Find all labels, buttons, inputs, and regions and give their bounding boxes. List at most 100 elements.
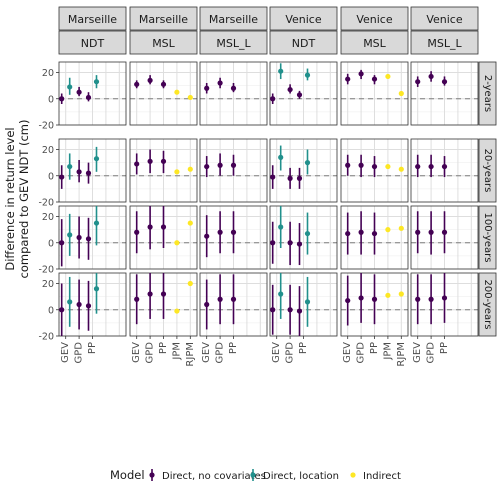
x-tick-label: PP [158, 342, 169, 354]
data-point [358, 71, 364, 77]
data-point [204, 301, 210, 308]
x-tick-label: GEV [412, 342, 423, 363]
strip-site-2 [199, 6, 268, 31]
data-point [296, 175, 303, 181]
data-point [85, 94, 92, 101]
data-point [204, 233, 210, 239]
data-point [371, 76, 378, 82]
data-point [174, 308, 180, 314]
x-tick-label: GPD [74, 342, 85, 364]
data-point [134, 296, 140, 302]
data-point [398, 291, 404, 297]
data-point [428, 229, 434, 235]
data-point [230, 229, 237, 235]
y-tick-label: 20 [42, 279, 54, 290]
y-tick-label: 0 [48, 171, 54, 182]
data-point [441, 79, 448, 85]
x-tick-label: GPD [215, 342, 226, 364]
panel-border [410, 205, 479, 270]
data-point [76, 234, 82, 241]
data-point [174, 240, 180, 246]
data-point [160, 224, 167, 230]
data-point [270, 307, 276, 313]
data-point [217, 296, 223, 302]
data-point [287, 240, 293, 246]
data-point [270, 240, 276, 246]
data-point [76, 89, 82, 95]
data-point [415, 229, 421, 235]
data-point [187, 94, 193, 101]
x-tick-label: PP [298, 342, 309, 354]
y-tick-label: 20 [42, 212, 54, 223]
panel-border [269, 205, 338, 270]
data-point [304, 299, 311, 305]
data-point [358, 295, 364, 301]
strip-variant-1 [129, 30, 198, 55]
data-point [296, 308, 303, 314]
x-tick-label: GEV [131, 342, 142, 363]
data-point [415, 296, 421, 302]
strip-variant-4 [340, 30, 409, 55]
data-point [59, 307, 65, 313]
legend-key-point [149, 472, 155, 478]
data-point [278, 154, 284, 160]
x-tick-label: PP [439, 342, 450, 354]
y-tick-label: 0 [48, 238, 54, 249]
x-tick-label: GEV [271, 342, 282, 363]
data-point [147, 224, 153, 230]
x-tick-label: RJPM [185, 342, 196, 367]
panel-border [199, 61, 268, 126]
data-point [217, 80, 223, 86]
data-point [187, 280, 193, 287]
data-point [93, 286, 100, 292]
strip-row-1 [478, 138, 497, 203]
strip-variant-label: NDT [81, 37, 105, 50]
data-point [345, 230, 351, 237]
strip-variant-label: MSL_L [427, 37, 462, 50]
data-point [304, 230, 311, 237]
legend-key-point [250, 472, 256, 478]
strip-variant-label: MSL [363, 37, 386, 50]
data-point [345, 162, 351, 168]
data-point [358, 162, 364, 168]
data-point [287, 307, 293, 313]
y-tick-label: 0 [48, 305, 54, 316]
data-point [67, 163, 73, 170]
data-point [398, 90, 404, 97]
panel-border [269, 138, 338, 203]
data-point [428, 163, 434, 170]
data-point [160, 291, 167, 297]
x-tick-label: GEV [342, 342, 353, 363]
data-point [278, 224, 284, 230]
strip-site-label: Venice [285, 13, 322, 26]
data-point [371, 163, 378, 170]
x-tick-label: PP [369, 342, 380, 354]
data-point [385, 163, 391, 170]
strip-site-4 [340, 6, 409, 31]
data-point [371, 296, 378, 302]
data-point [76, 169, 82, 175]
panel-border [58, 205, 127, 270]
data-point [415, 163, 421, 170]
x-tick-label: GPD [426, 342, 437, 364]
y-tick-label: 20 [42, 68, 54, 79]
panel-border [269, 61, 338, 126]
data-point [147, 291, 153, 297]
panel-border [340, 61, 409, 126]
data-point [296, 92, 303, 98]
data-point [93, 79, 100, 85]
data-point [204, 163, 210, 170]
data-point [217, 162, 223, 168]
data-point [67, 232, 73, 238]
data-point [59, 174, 65, 180]
data-point [76, 301, 82, 308]
data-point [358, 229, 364, 235]
strip-variant-label: MSL_L [216, 37, 251, 50]
y-tick-label: -20 [38, 198, 54, 209]
data-point [428, 73, 434, 80]
panel-border [410, 138, 479, 203]
panel-border [129, 138, 198, 203]
x-tick-label: GEV [60, 342, 71, 363]
data-point [371, 230, 378, 237]
